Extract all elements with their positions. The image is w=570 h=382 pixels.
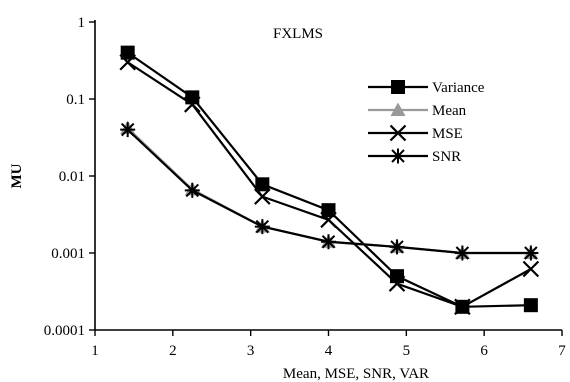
x-tick-label: 2 xyxy=(169,343,177,359)
x-marker xyxy=(522,260,540,278)
square-marker xyxy=(255,177,270,192)
asterisk-marker xyxy=(389,239,405,255)
asterisk-marker xyxy=(454,245,470,261)
x-tick-label: 5 xyxy=(403,343,411,359)
triangle-marker xyxy=(390,102,406,116)
asterisk-marker xyxy=(120,122,136,138)
series-group xyxy=(119,45,540,316)
chart-title: FXLMS xyxy=(273,26,323,42)
asterisk-marker xyxy=(523,245,539,261)
legend-label: MSE xyxy=(432,126,463,142)
legend-label: Variance xyxy=(432,80,485,96)
y-axis-title: MU xyxy=(9,163,25,188)
y-tick-label: 0.001 xyxy=(51,246,85,262)
series-snr xyxy=(120,122,539,261)
y-tick-label: 0.0001 xyxy=(44,323,85,339)
legend-label: Mean xyxy=(432,103,467,119)
y-tick-label: 1 xyxy=(78,15,86,31)
series-mse xyxy=(119,53,540,316)
square-marker xyxy=(389,269,404,284)
x-axis-title: Mean, MSE, SNR, VAR xyxy=(283,366,429,382)
x-tick-label: 4 xyxy=(325,343,333,359)
legend-entry: SNR xyxy=(368,148,461,165)
y-tick-label: 0.1 xyxy=(66,92,85,108)
asterisk-marker xyxy=(321,234,336,250)
x-marker xyxy=(389,124,407,142)
square-marker xyxy=(120,45,135,60)
x-marker xyxy=(254,188,271,205)
asterisk-marker xyxy=(184,182,200,198)
axes: 1 2 3 4 5 6 7 1 0.1 0.01 0.001 0.0001 xyxy=(44,15,567,359)
x-marker xyxy=(320,211,337,229)
asterisk-marker xyxy=(254,219,270,235)
square-marker xyxy=(321,203,336,218)
y-tick-label: 0.01 xyxy=(59,169,85,185)
legend: Variance Mean MSE SNR xyxy=(368,80,485,165)
x-marker xyxy=(184,96,201,113)
x-tick-label: 7 xyxy=(558,343,566,359)
legend-entry: Variance xyxy=(368,80,485,96)
x-tick-label: 3 xyxy=(247,343,255,359)
legend-entry: Mean xyxy=(368,102,467,119)
x-marker xyxy=(119,53,136,71)
x-tick-label: 6 xyxy=(480,343,488,359)
square-marker xyxy=(391,80,405,94)
x-tick-label: 1 xyxy=(91,343,99,359)
x-marker xyxy=(454,298,471,316)
legend-label: SNR xyxy=(432,149,461,165)
asterisk-marker xyxy=(390,148,406,164)
x-marker xyxy=(388,275,406,292)
square-marker xyxy=(523,298,538,313)
legend-entry: MSE xyxy=(368,124,463,142)
